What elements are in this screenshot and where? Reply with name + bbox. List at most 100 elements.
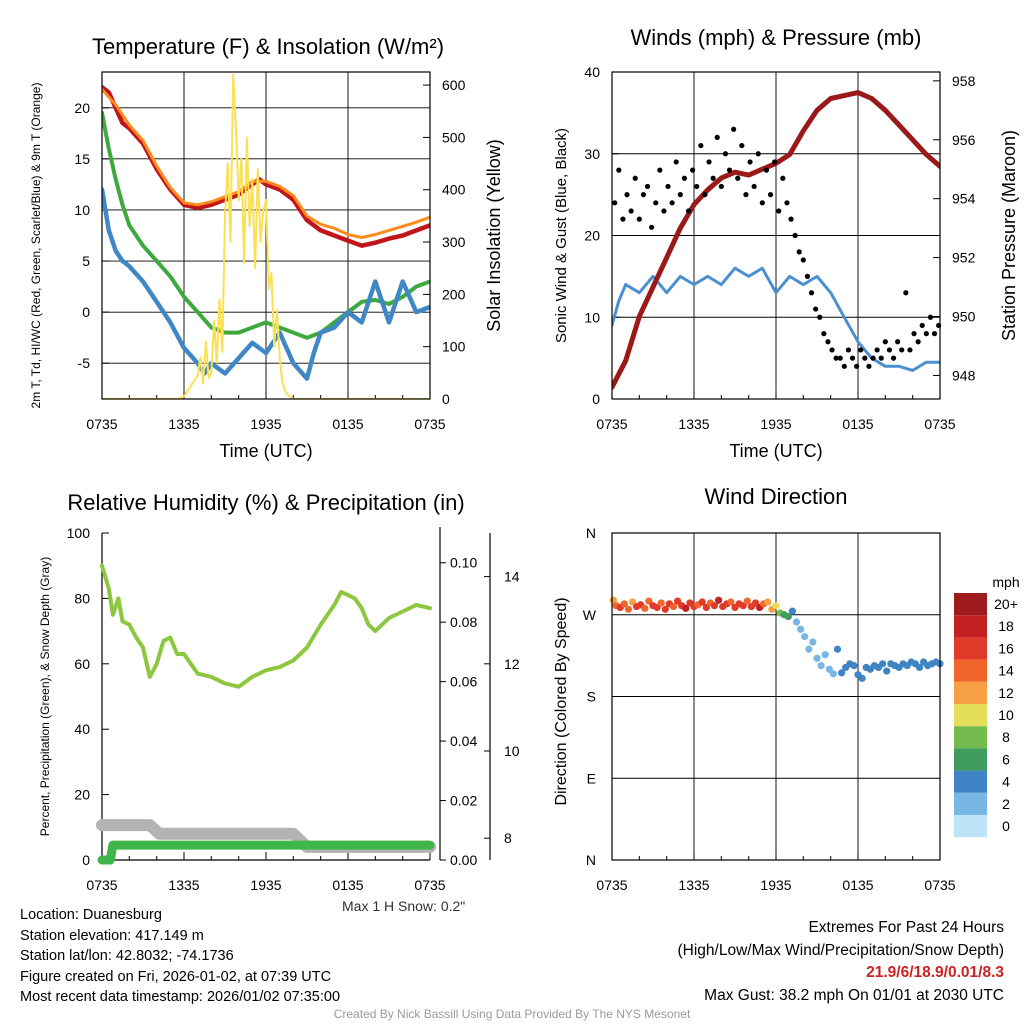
snow-tick-label: 12 bbox=[504, 656, 520, 672]
gust-point bbox=[821, 331, 827, 337]
rh-xtick-label: 0735 bbox=[86, 877, 117, 893]
gust-point bbox=[800, 257, 806, 263]
latest-timestamp: Most recent data timestamp: 2026/01/02 0… bbox=[20, 989, 341, 1005]
direction-point bbox=[743, 597, 751, 605]
snow-tick-label: 8 bbox=[504, 830, 512, 846]
temp-ytick-label: 20 bbox=[74, 100, 90, 116]
direction-point bbox=[813, 654, 821, 662]
dir-ytick-label: N bbox=[586, 852, 596, 868]
snow-tick-label: 10 bbox=[504, 743, 520, 759]
gust-point bbox=[813, 306, 819, 312]
rh-ytick-label: 20 bbox=[74, 787, 90, 803]
direction-point bbox=[772, 602, 780, 610]
gust-point bbox=[624, 192, 630, 198]
wind-rtick-label: 956 bbox=[952, 132, 976, 148]
legend-label: 18 bbox=[998, 618, 1014, 634]
extremes-values: 21.9/6/18.9/0.01/8.3 bbox=[866, 964, 1004, 981]
rh-series-relative-humidity bbox=[100, 563, 432, 689]
gust-point bbox=[837, 355, 843, 361]
direction-point bbox=[669, 602, 678, 611]
temp-series-solar-insolation bbox=[102, 73, 430, 399]
wind-ylabel-right: Station Pressure (Maroon) bbox=[999, 130, 1019, 341]
wind-ytick-label: 20 bbox=[584, 228, 600, 244]
direction-point bbox=[829, 670, 838, 678]
gust-point bbox=[895, 339, 901, 345]
gust-point bbox=[804, 273, 811, 279]
temp-series-9m-t bbox=[102, 87, 430, 239]
legend-swatch bbox=[954, 593, 987, 616]
wind-xtick-label: 1335 bbox=[678, 416, 709, 432]
gust-point bbox=[772, 159, 778, 165]
legend-label: 4 bbox=[1002, 774, 1010, 790]
temp-ytick-label: 5 bbox=[82, 253, 90, 269]
gust-point bbox=[681, 175, 688, 181]
dir-ytick-label: S bbox=[587, 689, 596, 705]
wind-rtick-label: 950 bbox=[952, 309, 976, 325]
rh-xtick-label: 1335 bbox=[168, 877, 199, 893]
direction-point bbox=[797, 625, 805, 633]
precip-tick-label: 0.08 bbox=[450, 614, 477, 630]
direction-point bbox=[682, 604, 690, 612]
snow-tick-label: 14 bbox=[504, 569, 520, 585]
temp-ytick-label: 0 bbox=[82, 304, 90, 320]
rh-series-precipitation bbox=[97, 840, 435, 865]
direction-point bbox=[661, 605, 669, 613]
precip-tick-label: 0.04 bbox=[450, 733, 477, 749]
legend-label: 6 bbox=[1002, 751, 1010, 767]
direction-point bbox=[792, 618, 801, 626]
wind-xlabel: Time (UTC) bbox=[729, 441, 822, 461]
temp-ytick-label: 15 bbox=[74, 151, 90, 167]
gust-point bbox=[927, 314, 934, 320]
dir-ytick-label: W bbox=[583, 607, 597, 623]
gust-point bbox=[714, 134, 720, 140]
max-snow-note: Max 1 H Snow: 0.2" bbox=[342, 898, 466, 914]
gust-point bbox=[710, 175, 716, 181]
temp-title: Temperature (F) & Insolation (W/m²) bbox=[92, 34, 444, 59]
gust-point bbox=[833, 355, 839, 361]
rh-xtick-label: 1935 bbox=[250, 877, 281, 893]
gust-point bbox=[849, 355, 856, 361]
direction-point bbox=[879, 660, 887, 668]
wind-title: Winds (mph) & Pressure (mb) bbox=[631, 25, 922, 50]
gust-point bbox=[743, 192, 749, 198]
legend-swatch bbox=[954, 770, 987, 793]
temp-ytick-label: -5 bbox=[78, 355, 91, 371]
gust-point bbox=[890, 355, 897, 361]
gust-point bbox=[644, 183, 651, 190]
legend-swatch bbox=[954, 726, 987, 749]
gust-point bbox=[735, 175, 741, 181]
direction-point bbox=[805, 645, 813, 653]
legend-label: 10 bbox=[998, 707, 1014, 723]
direction-point bbox=[801, 632, 809, 641]
dir-xtick-label: 1335 bbox=[678, 877, 709, 893]
direction-point bbox=[817, 662, 825, 670]
wind-xtick-label: 0735 bbox=[596, 416, 627, 432]
legend-label: 20+ bbox=[994, 596, 1018, 612]
gust-point bbox=[628, 208, 634, 214]
legend-label: 2 bbox=[1002, 796, 1010, 812]
station-location: Location: Duanesburg bbox=[20, 907, 162, 923]
wind-ytick-label: 40 bbox=[584, 64, 600, 80]
temp-ylabel-right: Solar Insolation (Yellow) bbox=[484, 139, 504, 331]
gust-point bbox=[632, 175, 638, 181]
gust-point bbox=[854, 363, 860, 369]
gust-point bbox=[669, 200, 675, 206]
temp-rtick-label: 300 bbox=[442, 234, 466, 250]
gust-point bbox=[661, 208, 667, 214]
precip-tick-label: 0.06 bbox=[450, 674, 477, 690]
direction-point bbox=[784, 612, 792, 621]
gust-point bbox=[780, 175, 786, 181]
extremes-heading: Extremes For Past 24 Hours bbox=[808, 919, 1004, 936]
gust-point bbox=[874, 347, 880, 353]
gust-point bbox=[755, 151, 761, 157]
legend-label: 14 bbox=[998, 663, 1014, 679]
wind-rtick-label: 948 bbox=[952, 367, 976, 383]
temp-xtick-label: 1335 bbox=[168, 416, 199, 432]
temp-frame bbox=[101, 71, 431, 400]
station-info: Location: Duanesburg Station elevation: … bbox=[20, 905, 340, 1008]
legend-label: 0 bbox=[1002, 818, 1010, 834]
temp-ylabel: 2m T, Td, HI/WC (Red, Green, Scarlet/Blu… bbox=[29, 83, 43, 409]
temp-rtick-label: 0 bbox=[442, 391, 450, 407]
gust-point bbox=[612, 200, 618, 206]
wind-xtick-label: 0735 bbox=[924, 416, 955, 432]
